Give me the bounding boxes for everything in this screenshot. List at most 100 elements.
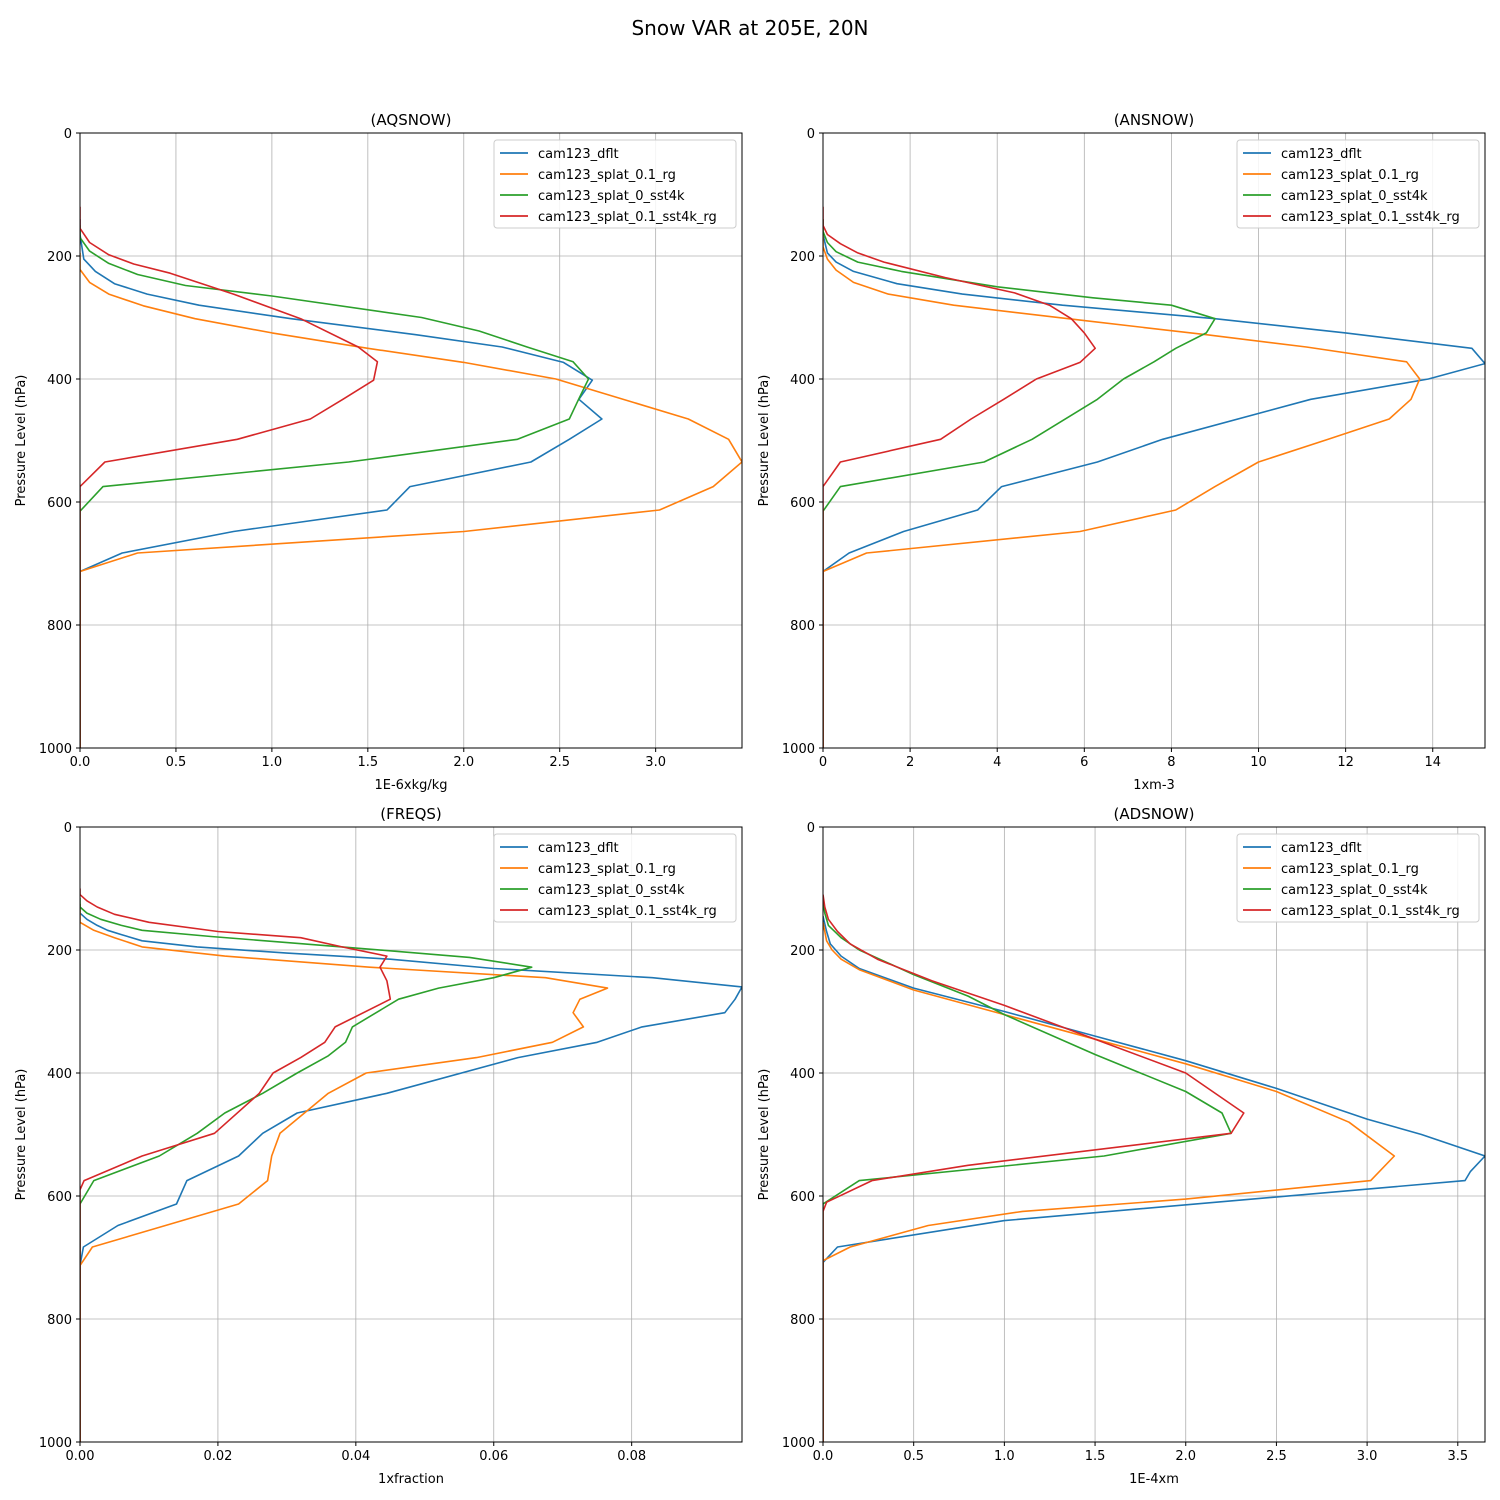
x-tick-label: 0.02 — [203, 1449, 232, 1464]
series-line-cam123_splat_0.1_rg — [823, 225, 1421, 748]
legend: cam123_dflt cam123_splat_0.1_rg cam123_spl… — [1236, 139, 1480, 229]
x-tick-label: 4 — [993, 755, 1001, 770]
x-tick-label: 0.04 — [341, 1449, 370, 1464]
x-tick-label: 1.5 — [1085, 1449, 1106, 1464]
y-tick-label: 800 — [47, 1313, 72, 1328]
series-line-cam123_splat_0_sst4k — [80, 897, 533, 1442]
plot-frame — [822, 826, 1486, 1443]
x-tick-label: 3.0 — [645, 755, 666, 770]
legend-box — [1236, 139, 1480, 229]
legend-box — [493, 139, 737, 229]
legend-label: cam123_splat_0_sst4k — [538, 189, 685, 204]
legend-label: cam123_splat_0.1_rg — [538, 862, 676, 877]
y-tick-label: 600 — [47, 496, 72, 511]
series-group — [823, 206, 1485, 748]
x-tick-label: 2.5 — [1266, 1449, 1287, 1464]
x-tick-label: 2 — [906, 755, 914, 770]
legend: cam123_dflt cam123_splat_0.1_rg cam123_spl… — [493, 139, 737, 229]
series-line-cam123_splat_0.1_rg — [80, 252, 742, 748]
series-line-cam123_splat_0.1_sst4k_rg — [823, 206, 1096, 748]
legend-label: cam123_splat_0.1_sst4k_rg — [538, 904, 717, 919]
x-tick-label: 1.0 — [994, 1449, 1015, 1464]
x-tick-label: 10 — [1250, 755, 1267, 770]
x-tick-label: 0.0 — [813, 1449, 834, 1464]
y-tick-label: 1000 — [782, 1436, 815, 1451]
series-line-cam123_splat_0.1_rg — [80, 903, 609, 1442]
plot-frame — [79, 826, 743, 1443]
y-axis-label: Pressure Level (hPa) — [757, 375, 772, 507]
y-tick-label: 400 — [790, 1067, 815, 1082]
x-tick-label: 1.5 — [357, 755, 378, 770]
x-tick-label: 2.0 — [453, 755, 474, 770]
y-tick-label: 200 — [790, 250, 815, 265]
y-axis-label: Pressure Level (hPa) — [14, 1069, 29, 1201]
plot-frame — [79, 132, 743, 749]
y-axis-label: Pressure Level (hPa) — [757, 1069, 772, 1201]
legend-box — [1236, 833, 1480, 923]
x-tick-label: 0.5 — [166, 755, 187, 770]
y-tick-label: 600 — [47, 1190, 72, 1205]
x-tick-label: 3.5 — [1447, 1449, 1468, 1464]
series-line-cam123_splat_0.1_sst4k_rg — [823, 894, 1245, 1442]
legend-label: cam123_dflt — [538, 147, 619, 162]
legend-label: cam123_splat_0.1_sst4k_rg — [538, 210, 717, 225]
y-tick-label: 200 — [790, 944, 815, 959]
x-tick-label: 14 — [1424, 755, 1441, 770]
plot-frame — [822, 132, 1486, 749]
series-line-cam123_dflt — [80, 219, 603, 748]
x-tick-label: 0.00 — [66, 1449, 95, 1464]
x-tick-label: 12 — [1337, 755, 1354, 770]
y-tick-label: 0 — [64, 127, 72, 142]
x-tick-label: 1.0 — [262, 755, 283, 770]
y-tick-label: 600 — [790, 496, 815, 511]
y-tick-label: 200 — [47, 944, 72, 959]
y-tick-label: 0 — [64, 821, 72, 836]
series-line-cam123_dflt — [823, 219, 1485, 748]
chart-title: (FREQS) — [380, 805, 442, 823]
chart-panel-2: 0 2 4 6 8 10 12 14 0 200 400 600 800 1000 (ANSNOW) 1xm-… — [757, 111, 1486, 793]
x-tick-label: 2.0 — [1175, 1449, 1196, 1464]
legend-label: cam123_splat_0_sst4k — [538, 883, 685, 898]
y-tick-label: 0 — [807, 127, 815, 142]
chart-panel-3: 0.00 0.02 0.04 0.06 0.08 0 200 400 600 800 1000 (FR… — [14, 805, 743, 1487]
legend-label: cam123_splat_0.1_rg — [538, 168, 676, 183]
series-line-cam123_splat_0_sst4k — [823, 219, 1216, 748]
legend-label: cam123_splat_0.1_rg — [1281, 168, 1419, 183]
series-line-cam123_splat_0_sst4k — [823, 900, 1232, 1442]
x-axis-label: 1xm-3 — [1133, 778, 1175, 793]
x-tick-label: 0.06 — [479, 1449, 508, 1464]
y-tick-label: 400 — [47, 373, 72, 388]
chart-panel-4: 0.0 0.5 1.0 1.5 2.0 2.5 3.0 3.5 0 200 400 600 800 100… — [757, 805, 1486, 1487]
x-axis-label: 1E-4xm — [1129, 1472, 1179, 1487]
x-tick-label: 6 — [1080, 755, 1088, 770]
chart-title: (AQSNOW) — [371, 111, 452, 129]
x-tick-label: 0.5 — [903, 1449, 924, 1464]
y-tick-label: 0 — [807, 821, 815, 836]
chart-title: (ANSNOW) — [1114, 111, 1195, 129]
y-axis-label: Pressure Level (hPa) — [14, 375, 29, 507]
y-tick-label: 800 — [790, 619, 815, 634]
legend-label: cam123_dflt — [1281, 147, 1362, 162]
legend-label: cam123_splat_0_sst4k — [1281, 189, 1428, 204]
series-line-cam123_splat_0.1_sst4k_rg — [80, 888, 392, 1442]
series-group — [80, 888, 742, 1442]
chart-title: (ADSNOW) — [1114, 805, 1195, 823]
x-axis-label: 1E-6xkg/kg — [374, 778, 447, 793]
y-tick-label: 1000 — [782, 742, 815, 757]
series-line-cam123_splat_0.1_sst4k_rg — [80, 206, 379, 748]
series-line-cam123_splat_0.1_rg — [823, 922, 1396, 1442]
y-tick-label: 1000 — [39, 1436, 72, 1451]
x-tick-label: 2.5 — [549, 755, 570, 770]
y-tick-label: 200 — [47, 250, 72, 265]
x-tick-label: 3.0 — [1357, 1449, 1378, 1464]
series-line-cam123_splat_0_sst4k — [80, 225, 590, 748]
x-axis-label: 1xfraction — [378, 1472, 444, 1487]
series-group — [823, 894, 1485, 1442]
y-tick-label: 400 — [790, 373, 815, 388]
y-tick-label: 400 — [47, 1067, 72, 1082]
y-tick-label: 600 — [790, 1190, 815, 1205]
figure-title: Snow VAR at 205E, 20N — [631, 16, 869, 40]
legend-label: cam123_splat_0_sst4k — [1281, 883, 1428, 898]
legend-label: cam123_splat_0.1_sst4k_rg — [1281, 904, 1460, 919]
